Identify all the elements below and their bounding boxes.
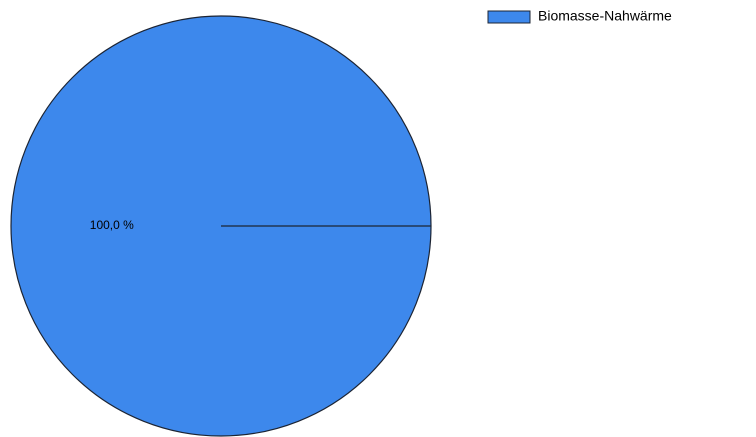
legend-swatch [487, 10, 531, 24]
slice-label: 100,0 % [90, 218, 134, 232]
pie-slice [10, 15, 432, 437]
legend-label: Biomasse-Nahwärme [538, 8, 672, 24]
